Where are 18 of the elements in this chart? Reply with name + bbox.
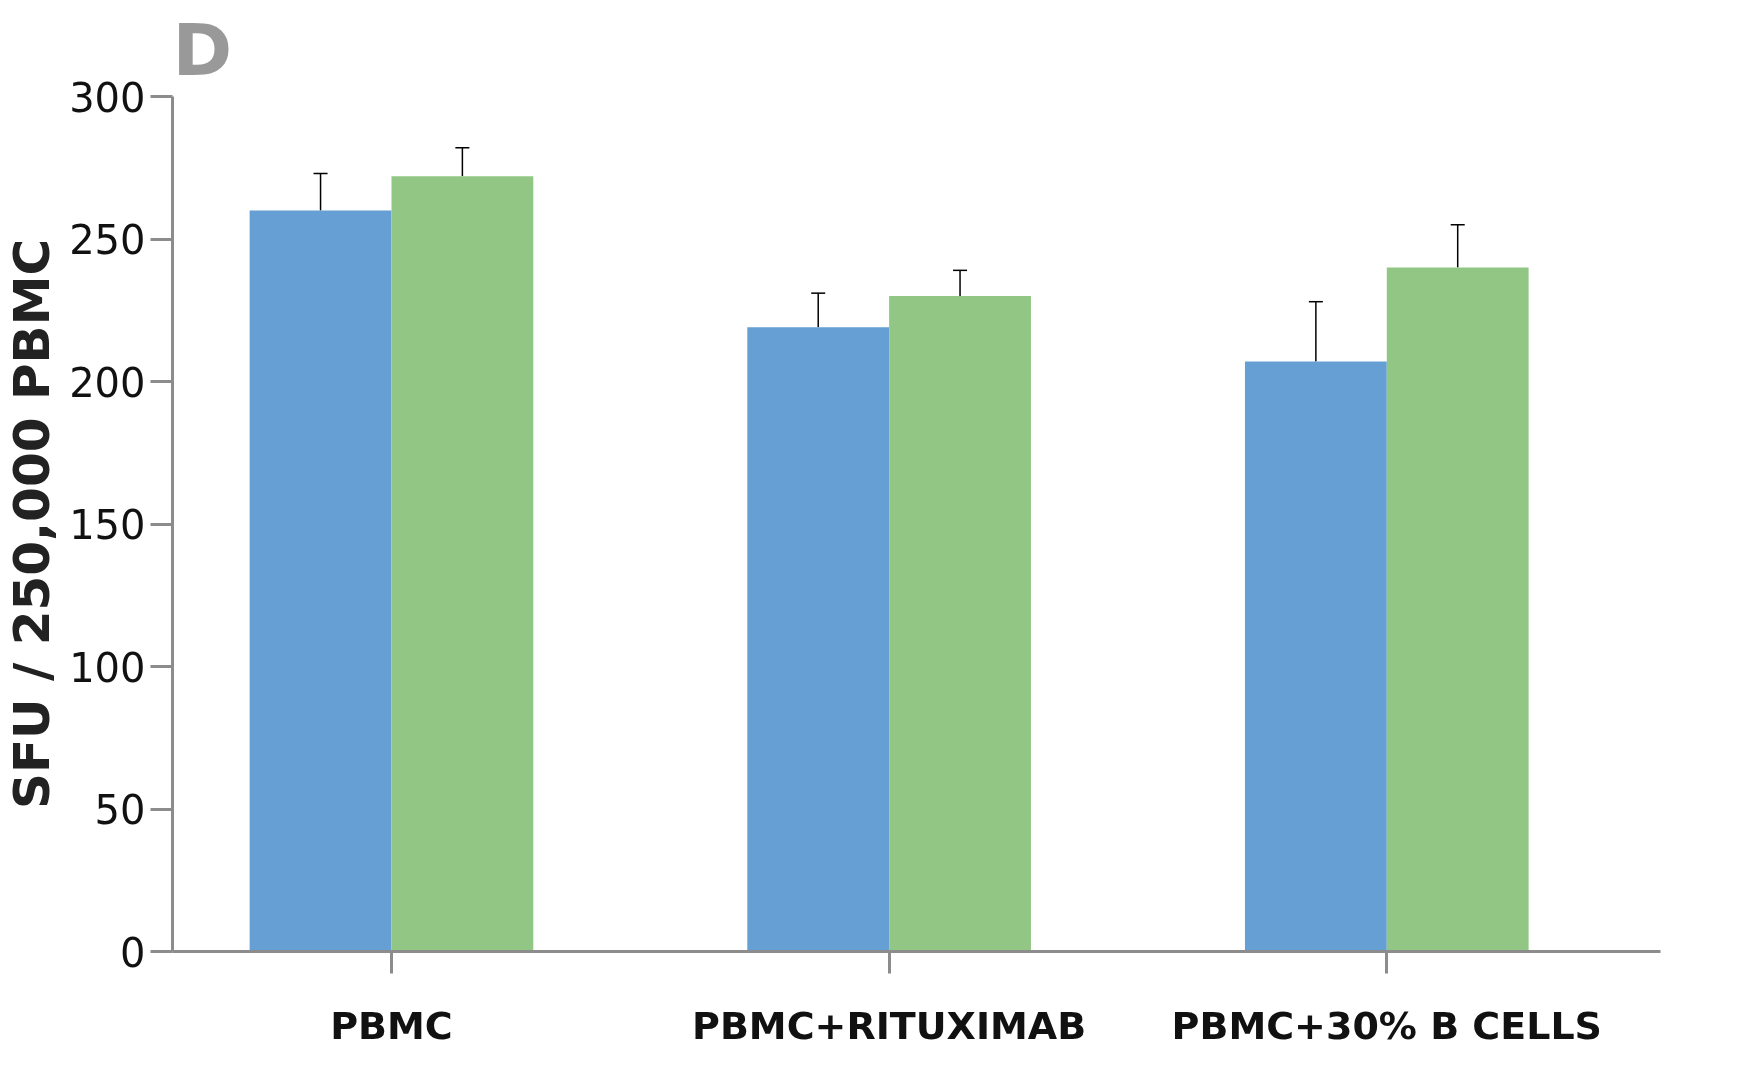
x-tick-label: PBMC <box>330 1003 453 1048</box>
y-tick-label: 150 <box>69 502 146 548</box>
y-axis-title: SFU / 250,000 PBMC <box>3 238 62 810</box>
y-tick-label: 50 <box>94 787 146 833</box>
x-tick-label: PBMC+RITUXIMAB <box>692 1003 1087 1048</box>
y-tick-label: 200 <box>69 359 146 406</box>
bar <box>249 210 392 952</box>
y-tick-label: 0 <box>120 929 146 976</box>
y-tick-label: 250 <box>69 217 146 263</box>
bar <box>391 176 534 952</box>
chart-title: D <box>172 7 233 92</box>
bar <box>889 296 1031 952</box>
bar <box>1386 267 1529 952</box>
bar <box>1244 361 1387 952</box>
bar <box>747 327 890 952</box>
x-tick-label: PBMC+30% B CELLS <box>1171 1003 1602 1048</box>
y-tick-label: 300 <box>69 74 146 121</box>
y-tick-label: 100 <box>69 644 146 691</box>
